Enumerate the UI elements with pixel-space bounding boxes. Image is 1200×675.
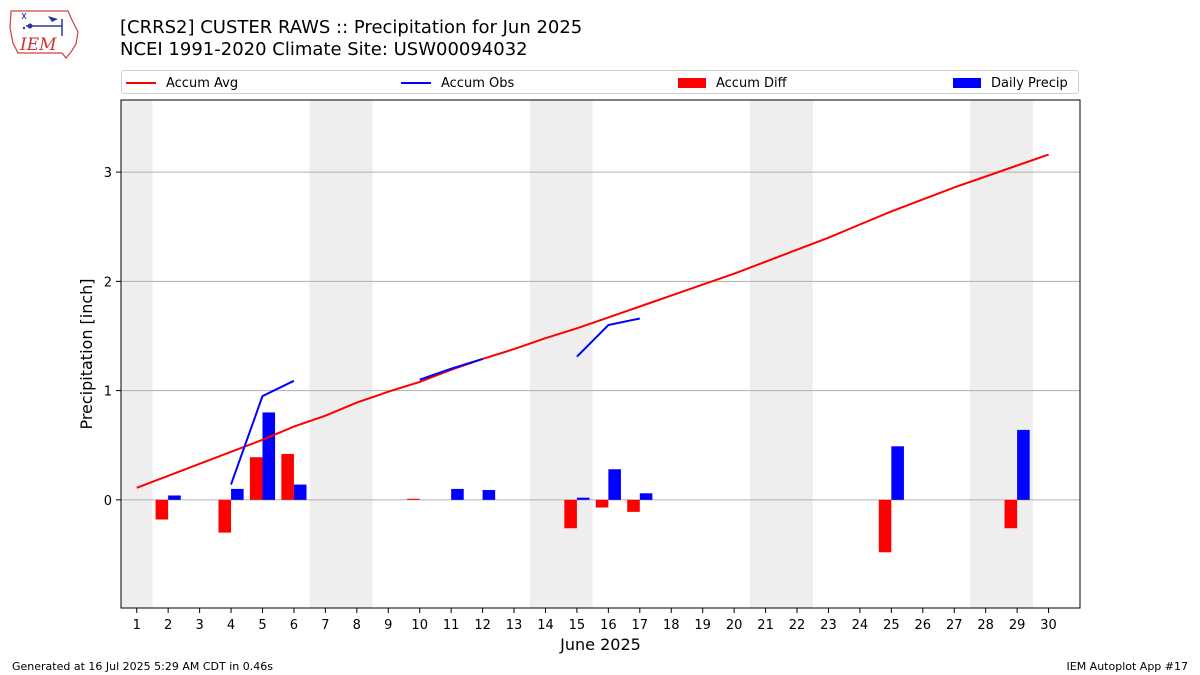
chart-subtitle: NCEI 1991-2020 Climate Site: USW00094032 — [120, 39, 528, 60]
bar-daily-precip — [451, 488, 464, 500]
bar-daily-precip — [608, 469, 621, 500]
x-tick-label: 24 — [852, 618, 869, 633]
x-tick-label: 5 — [258, 618, 266, 633]
x-tick-label: 29 — [1009, 618, 1026, 633]
iem-logo: IEM — [9, 10, 79, 59]
x-axis: 1 2 3 4 5 6 7 8 9 10 11 12 13 14 15 16 17 18 19 20 21 22 23 24 2… — [133, 608, 1057, 633]
legend-item-accum-avg: Accum Avg — [126, 74, 238, 92]
y-axis-label: Precipitation [inch] — [77, 278, 96, 429]
x-tick-label: 12 — [474, 618, 491, 633]
bar-accum-diff — [627, 499, 640, 512]
x-tick-label: 16 — [600, 618, 617, 633]
legend-label-accum-avg: Accum Avg — [166, 75, 239, 91]
legend: Accum Avg Accum Obs Accum Diff Daily Pre… — [121, 70, 1079, 94]
bar-daily-precip — [482, 490, 496, 500]
line-accum-avg — [136, 153, 1049, 489]
bar-accum-diff — [595, 499, 609, 508]
bar-daily-precip — [231, 488, 244, 500]
x-tick-label: 11 — [443, 618, 460, 633]
x-tick-label: 9 — [384, 618, 392, 633]
x-tick-label: 1 — [133, 618, 141, 633]
bar-accum-diff — [249, 457, 263, 500]
x-tick-label: 4 — [227, 618, 235, 633]
x-tick-label: 20 — [726, 618, 743, 633]
x-tick-label: 18 — [663, 618, 680, 633]
legend-item-accum-obs: Accum Obs — [401, 74, 514, 92]
weekend-band — [309, 100, 373, 608]
x-tick-label: 21 — [757, 618, 774, 633]
x-tick-label: 15 — [569, 618, 586, 633]
x-tick-label: 26 — [915, 618, 932, 633]
x-tick-label: 23 — [820, 618, 837, 633]
line-accum-obs — [230, 379, 295, 485]
legend-swatch-accum-avg — [126, 82, 156, 84]
plot-frame — [120, 99, 1081, 609]
bar-accum-diff — [1004, 499, 1018, 529]
x-tick-label: 30 — [1040, 618, 1057, 633]
x-tick-label: 6 — [290, 618, 298, 633]
chart-title: [CRRS2] CUSTER RAWS :: Precipitation for… — [120, 17, 583, 38]
legend-swatch-daily-precip — [953, 78, 981, 88]
bar-accum-diff — [218, 499, 232, 533]
x-tick-label: 2 — [164, 618, 172, 633]
bar-accum-diff — [281, 453, 294, 500]
bar-daily-precip — [168, 495, 181, 500]
x-tick-label: 17 — [632, 618, 649, 633]
x-tick-label: 28 — [977, 618, 994, 633]
x-tick-label: 8 — [353, 618, 361, 633]
bar-daily-precip — [1017, 429, 1030, 500]
bar-accum-diff — [407, 498, 420, 500]
bar-daily-precip — [576, 497, 590, 500]
x-tick-label: 25 — [883, 618, 900, 633]
legend-label-daily-precip: Daily Precip — [991, 75, 1068, 91]
x-tick-label: 7 — [321, 618, 329, 633]
y-tick-label: 0 — [104, 494, 112, 509]
x-axis-label: June 2025 — [559, 635, 641, 654]
legend-label-accum-obs: Accum Obs — [441, 75, 515, 91]
line-accum-obs — [419, 357, 483, 381]
logo-text: IEM — [19, 35, 57, 55]
legend-swatch-accum-obs — [401, 82, 431, 84]
bar-daily-precip — [891, 446, 904, 500]
bars — [155, 412, 1030, 553]
footer-generated: Generated at 16 Jul 2025 5:29 AM CDT in … — [12, 660, 273, 673]
x-tick-label: 10 — [411, 618, 428, 633]
weekend-band — [749, 100, 813, 608]
x-tick-label: 19 — [694, 618, 711, 633]
legend-item-accum-diff: Accum Diff — [678, 74, 787, 92]
legend-label-accum-diff: Accum Diff — [716, 75, 787, 91]
y-tick-label: 2 — [104, 275, 112, 290]
line-accum-obs — [576, 317, 641, 358]
x-tick-label: 3 — [195, 618, 203, 633]
y-axis: 0 1 2 3 — [104, 166, 121, 509]
weekend-band — [529, 100, 593, 608]
bar-daily-precip — [639, 493, 653, 500]
x-tick-label: 14 — [537, 618, 554, 633]
legend-item-daily-precip: Daily Precip — [953, 74, 1068, 92]
bar-accum-diff — [564, 499, 577, 529]
y-tick-label: 3 — [104, 166, 112, 181]
legend-swatch-accum-diff — [678, 78, 706, 88]
x-tick-label: 27 — [946, 618, 963, 633]
weekend-bands — [121, 100, 1033, 608]
footer-app: IEM Autoplot App #17 — [1066, 660, 1189, 673]
bar-daily-precip — [262, 412, 276, 500]
x-tick-label: 13 — [506, 618, 523, 633]
bar-accum-diff — [155, 499, 169, 520]
x-tick-label: 22 — [789, 618, 806, 633]
y-tick-label: 1 — [104, 385, 112, 400]
bar-daily-precip — [293, 484, 307, 500]
weekend-band — [969, 100, 1033, 608]
bar-accum-diff — [878, 499, 892, 553]
series-lines — [136, 153, 1049, 489]
weekend-band — [121, 100, 153, 608]
